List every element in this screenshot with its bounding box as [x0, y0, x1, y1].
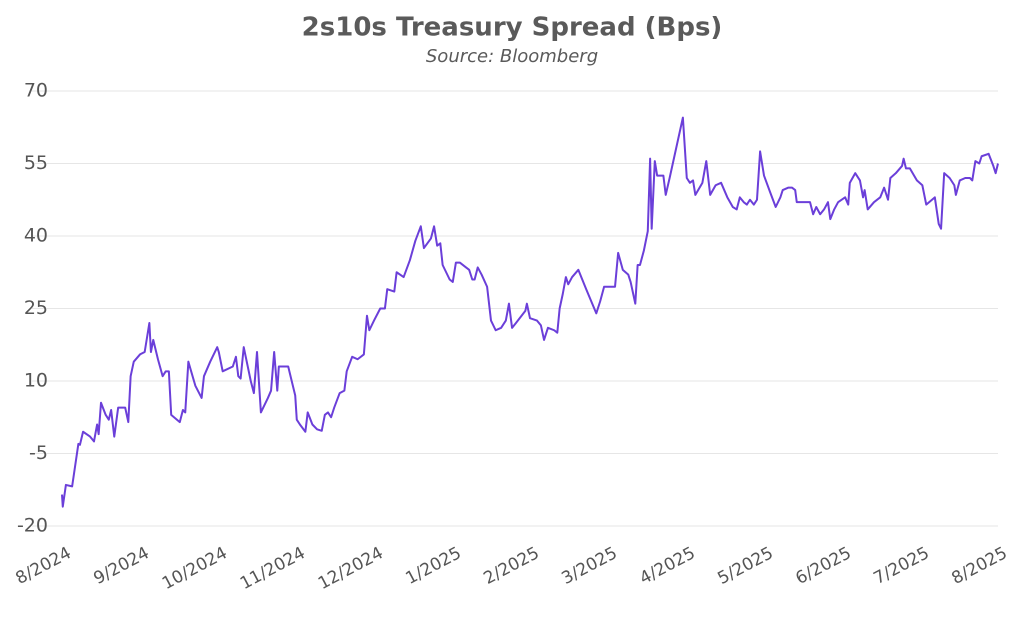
x-tick-label: 11/2024	[237, 543, 309, 594]
x-tick-label: 7/2025	[870, 543, 932, 589]
x-tick-label: 1/2025	[402, 543, 464, 589]
x-tick-label: 10/2024	[159, 543, 231, 594]
y-tick-label: 70	[24, 80, 48, 102]
x-tick-label: 6/2025	[792, 543, 854, 589]
x-tick-label: 5/2025	[714, 543, 776, 589]
x-tick-label: 3/2025	[558, 543, 620, 589]
x-tick-label: 2/2025	[480, 543, 542, 589]
x-tick-label: 4/2025	[636, 543, 698, 589]
chart-title: 2s10s Treasury Spread (Bps)	[302, 13, 723, 43]
y-tick-label: 25	[24, 297, 48, 319]
chart-subtitle: Source: Bloomberg	[426, 46, 598, 67]
y-tick-label: -20	[17, 515, 48, 537]
y-tick-label: 40	[24, 225, 48, 247]
y-tick-label: 10	[24, 370, 48, 392]
x-tick-label: 8/2024	[12, 543, 74, 589]
series-line	[61, 116, 999, 508]
x-tick-label: 12/2024	[315, 543, 387, 594]
y-tick-label: 55	[24, 152, 48, 174]
x-tick-label: 9/2024	[90, 543, 152, 589]
y-tick-label: -5	[29, 442, 48, 464]
x-tick-label: 8/2025	[948, 543, 1010, 589]
